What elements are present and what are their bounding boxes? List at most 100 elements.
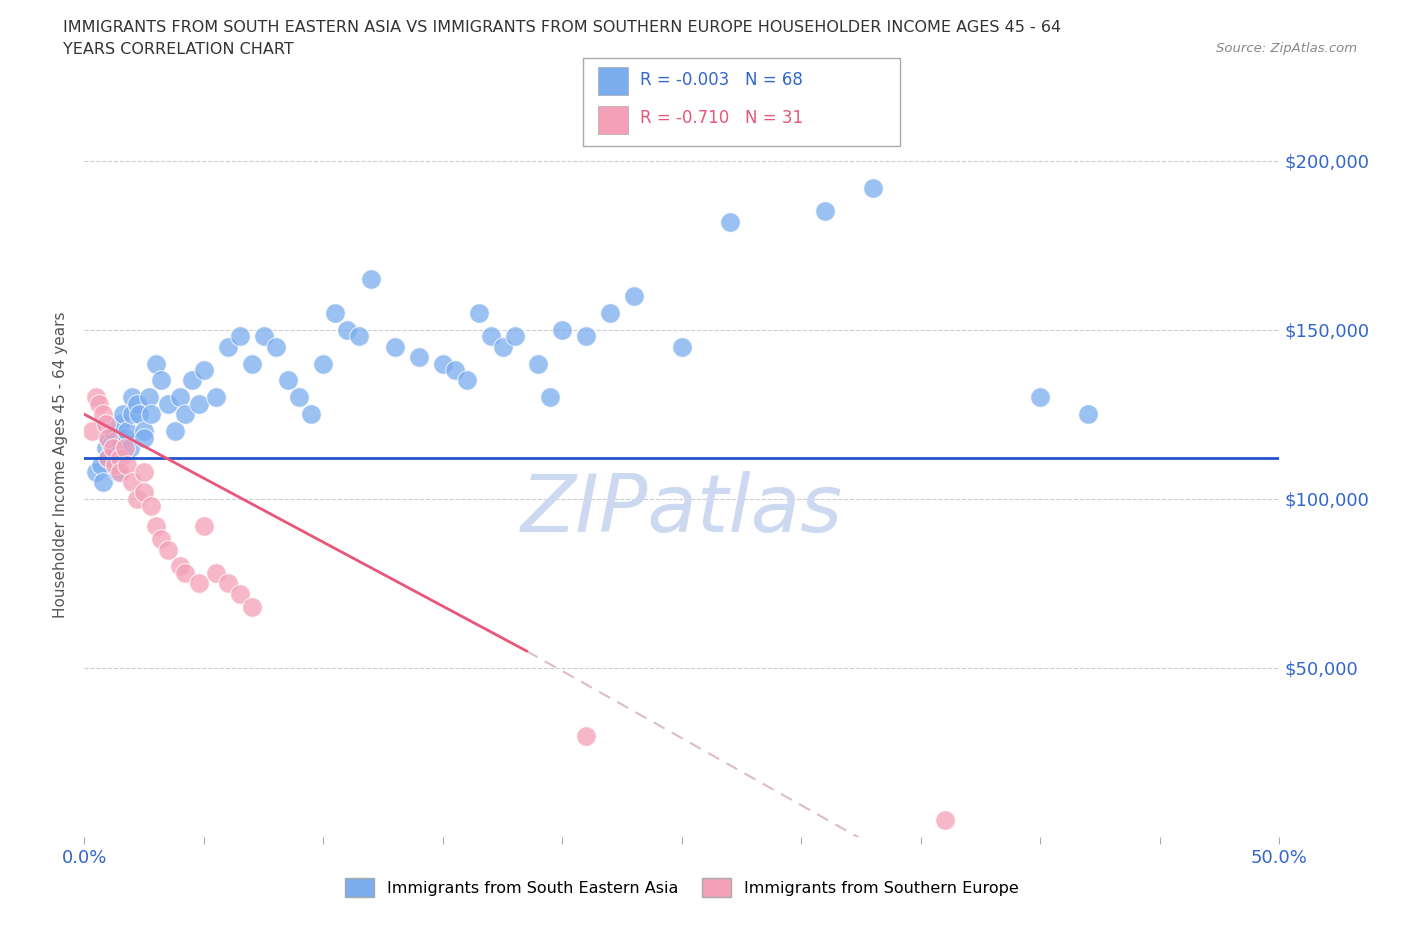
Point <box>114 431 136 445</box>
Point <box>101 424 124 439</box>
Point <box>97 451 120 466</box>
Point <box>188 397 211 412</box>
Point <box>599 305 621 320</box>
Point <box>117 424 139 439</box>
Point <box>121 390 143 405</box>
Point <box>138 390 160 405</box>
Point <box>93 474 115 489</box>
Point <box>671 339 693 354</box>
Legend: Immigrants from South Eastern Asia, Immigrants from Southern Europe: Immigrants from South Eastern Asia, Immi… <box>339 871 1025 903</box>
Point <box>229 586 252 601</box>
Point <box>97 431 120 445</box>
Point <box>100 437 122 452</box>
Point <box>94 417 117 432</box>
Point <box>432 356 454 371</box>
Point <box>90 458 112 472</box>
Point <box>132 485 156 499</box>
Point <box>128 406 150 421</box>
Point <box>101 441 124 456</box>
Point <box>188 576 211 591</box>
Text: IMMIGRANTS FROM SOUTH EASTERN ASIA VS IMMIGRANTS FROM SOUTHERN EUROPE HOUSEHOLDE: IMMIGRANTS FROM SOUTH EASTERN ASIA VS IM… <box>63 20 1062 35</box>
Point <box>149 373 172 388</box>
Point <box>575 728 598 743</box>
Point <box>862 180 884 195</box>
Point <box>193 363 215 378</box>
Point <box>173 406 195 421</box>
Point <box>277 373 299 388</box>
Point <box>240 356 263 371</box>
Point <box>93 406 115 421</box>
Point <box>125 397 148 412</box>
Point <box>217 576 239 591</box>
Point <box>1077 406 1099 421</box>
Point <box>132 424 156 439</box>
Point <box>360 272 382 286</box>
Point <box>205 390 228 405</box>
Point <box>408 350 430 365</box>
Point <box>934 813 956 828</box>
Point <box>132 464 156 479</box>
Point <box>157 397 180 412</box>
Point <box>384 339 406 354</box>
Point <box>114 441 136 456</box>
Point <box>121 406 143 421</box>
Point <box>718 214 741 229</box>
Point <box>141 498 163 513</box>
Point <box>479 329 502 344</box>
Point <box>165 424 187 439</box>
Point <box>149 532 172 547</box>
Point <box>97 431 120 445</box>
Point <box>157 542 180 557</box>
Point <box>623 288 645 303</box>
Point <box>117 458 139 472</box>
Point <box>444 363 467 378</box>
Point <box>104 458 127 472</box>
Point <box>169 390 191 405</box>
Point <box>110 437 132 452</box>
Point <box>205 565 228 580</box>
Point <box>551 323 574 338</box>
Text: Source: ZipAtlas.com: Source: ZipAtlas.com <box>1216 42 1357 55</box>
Text: ZIPatlas: ZIPatlas <box>520 471 844 549</box>
Point <box>456 373 478 388</box>
Point <box>193 518 215 533</box>
Point <box>145 356 167 371</box>
Point <box>217 339 239 354</box>
Point <box>814 204 837 219</box>
Point <box>575 329 598 344</box>
Point <box>97 451 120 466</box>
Point <box>104 444 127 458</box>
Point <box>1029 390 1052 405</box>
Point <box>527 356 550 371</box>
Point <box>169 559 191 574</box>
Point <box>121 474 143 489</box>
Point <box>325 305 347 320</box>
Point <box>87 397 110 412</box>
Point <box>145 518 167 533</box>
Point <box>253 329 276 344</box>
Point <box>468 305 491 320</box>
Point <box>181 373 204 388</box>
Point <box>132 431 156 445</box>
Point <box>110 464 132 479</box>
Point <box>118 441 141 456</box>
Point <box>336 323 359 338</box>
Point <box>110 451 132 466</box>
Point <box>264 339 287 354</box>
Point <box>86 464 108 479</box>
Text: R = -0.003   N = 68: R = -0.003 N = 68 <box>640 71 803 89</box>
Point <box>229 329 252 344</box>
Point <box>86 390 108 405</box>
Point <box>503 329 526 344</box>
Point <box>288 390 311 405</box>
Point <box>349 329 371 344</box>
Point <box>540 390 562 405</box>
Text: YEARS CORRELATION CHART: YEARS CORRELATION CHART <box>63 42 294 57</box>
Point <box>173 565 195 580</box>
Point <box>107 464 129 479</box>
Point <box>492 339 515 354</box>
Point <box>240 600 263 615</box>
Y-axis label: Householder Income Ages 45 - 64 years: Householder Income Ages 45 - 64 years <box>53 312 69 618</box>
Text: R = -0.710   N = 31: R = -0.710 N = 31 <box>640 109 803 127</box>
Point <box>312 356 335 371</box>
